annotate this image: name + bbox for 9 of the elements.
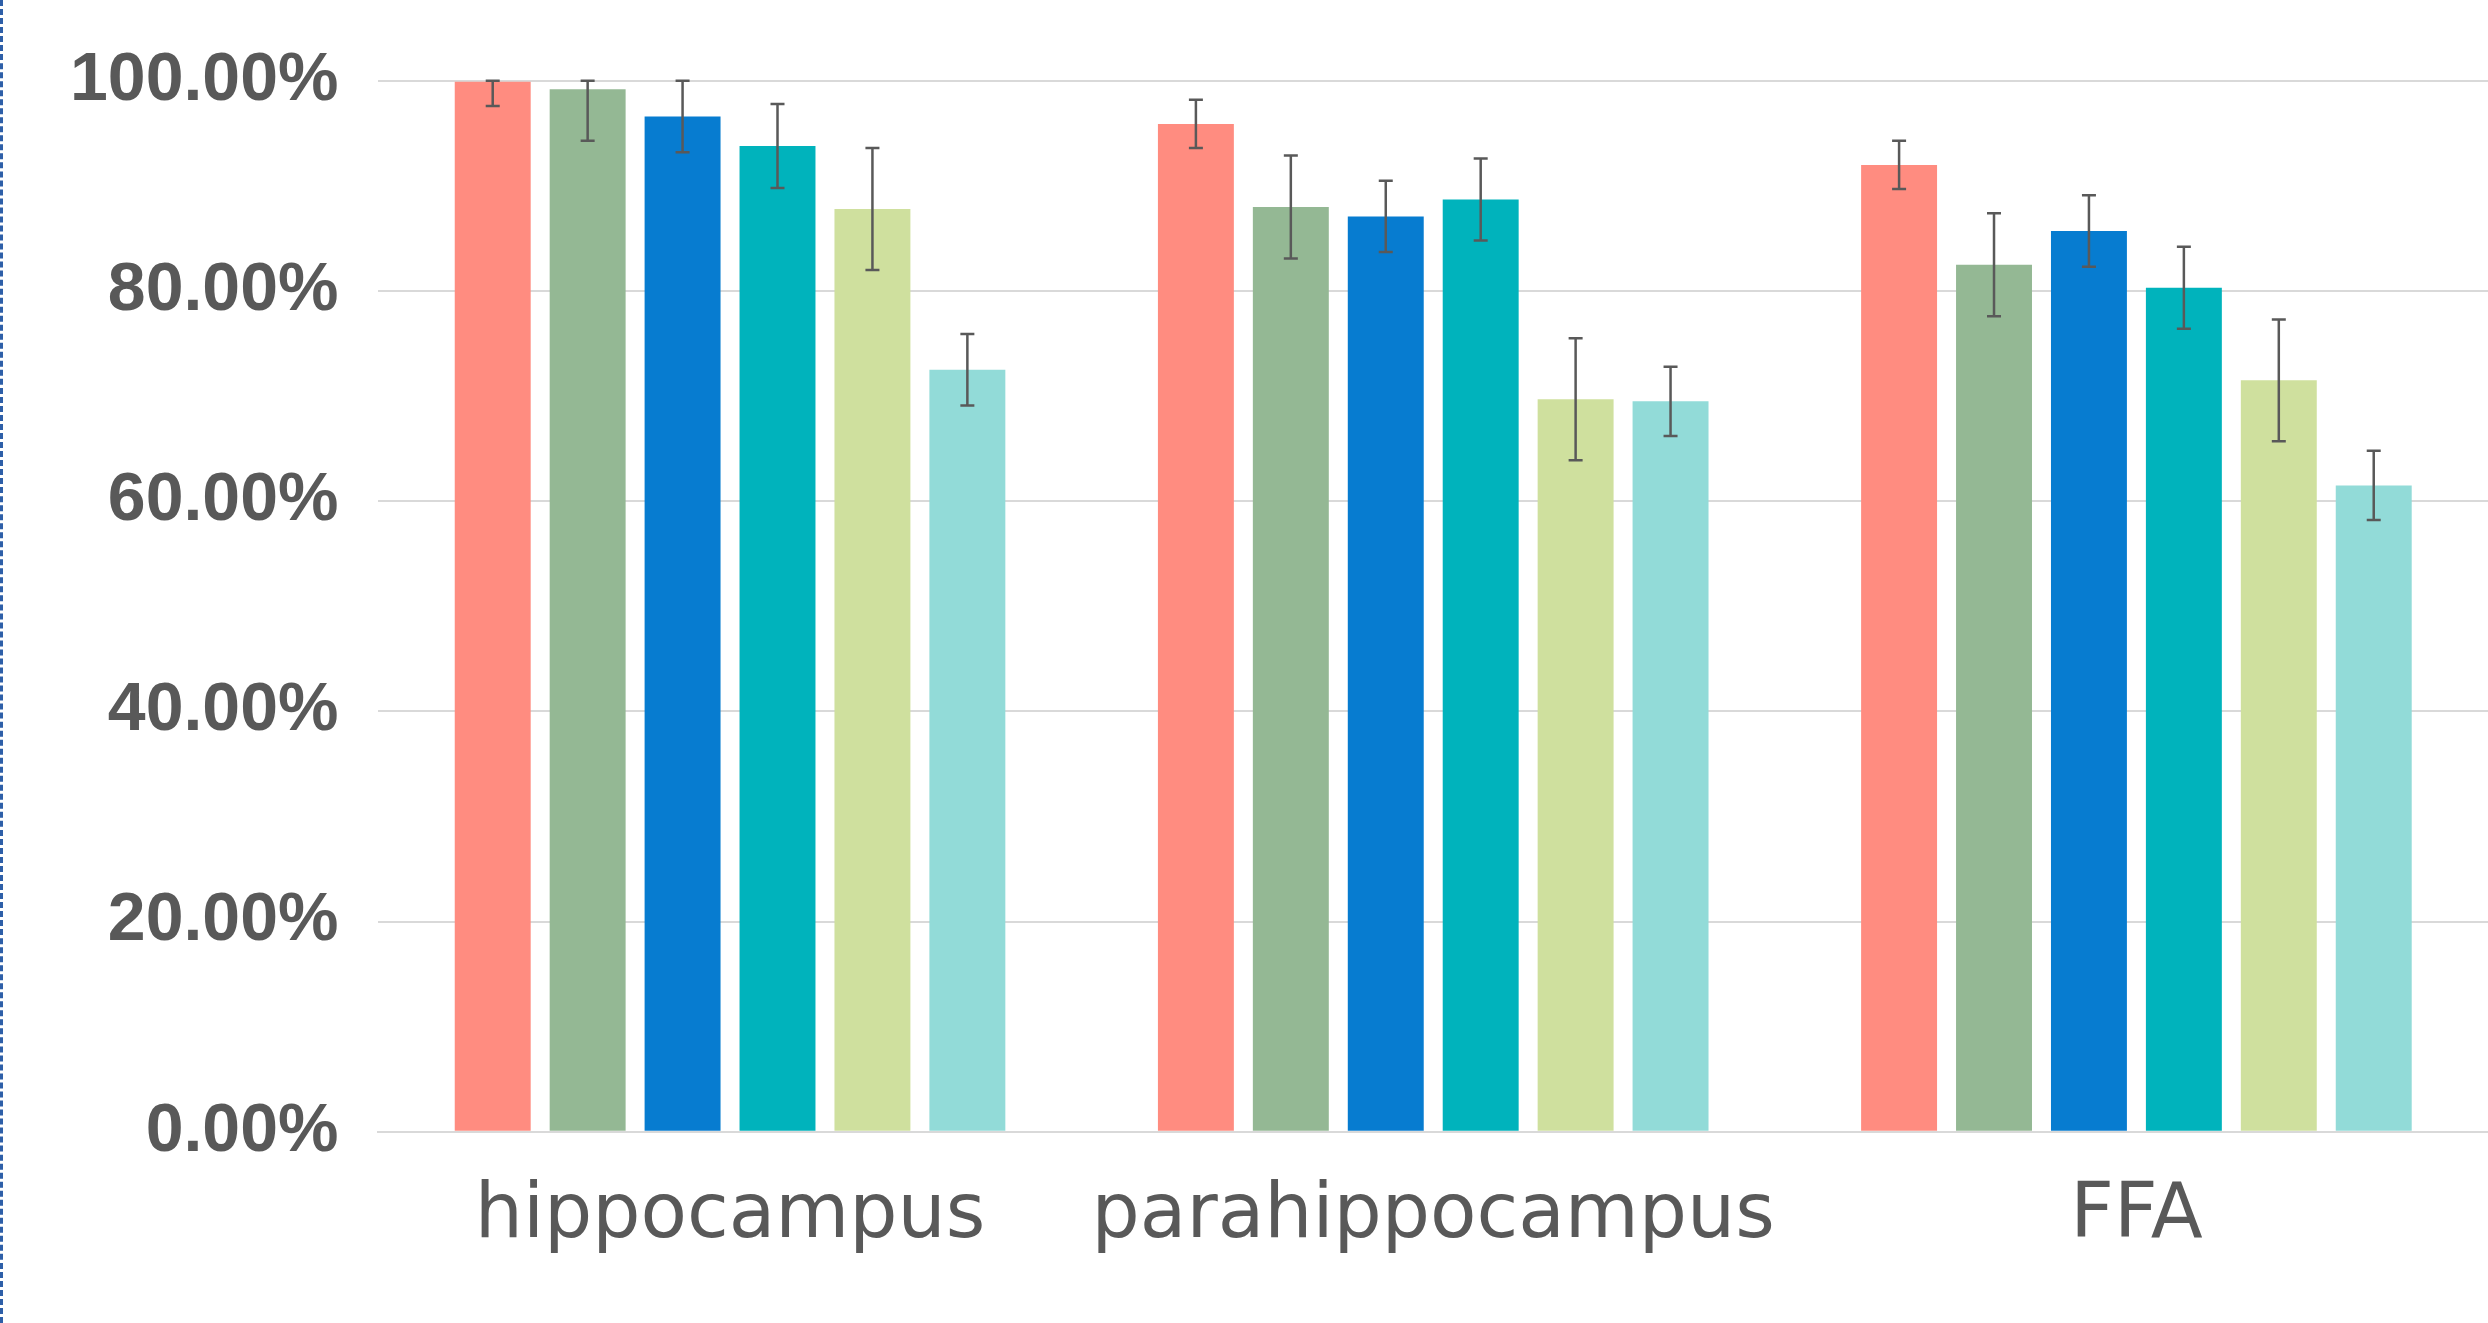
y-tick-label: 100.00%: [69, 37, 339, 114]
y-tick-label: 40.00%: [107, 668, 339, 745]
y-tick-label: 0.00%: [145, 1088, 339, 1165]
y-tick-label: 60.00%: [107, 457, 339, 534]
y-tick-label: 20.00%: [107, 878, 339, 955]
y-tick-label: 80.00%: [107, 247, 339, 324]
x-tick-label: hippocampus: [474, 1166, 986, 1256]
x-tick-label: parahippocampus: [1091, 1166, 1775, 1256]
x-tick-label: FFA: [2070, 1166, 2203, 1256]
